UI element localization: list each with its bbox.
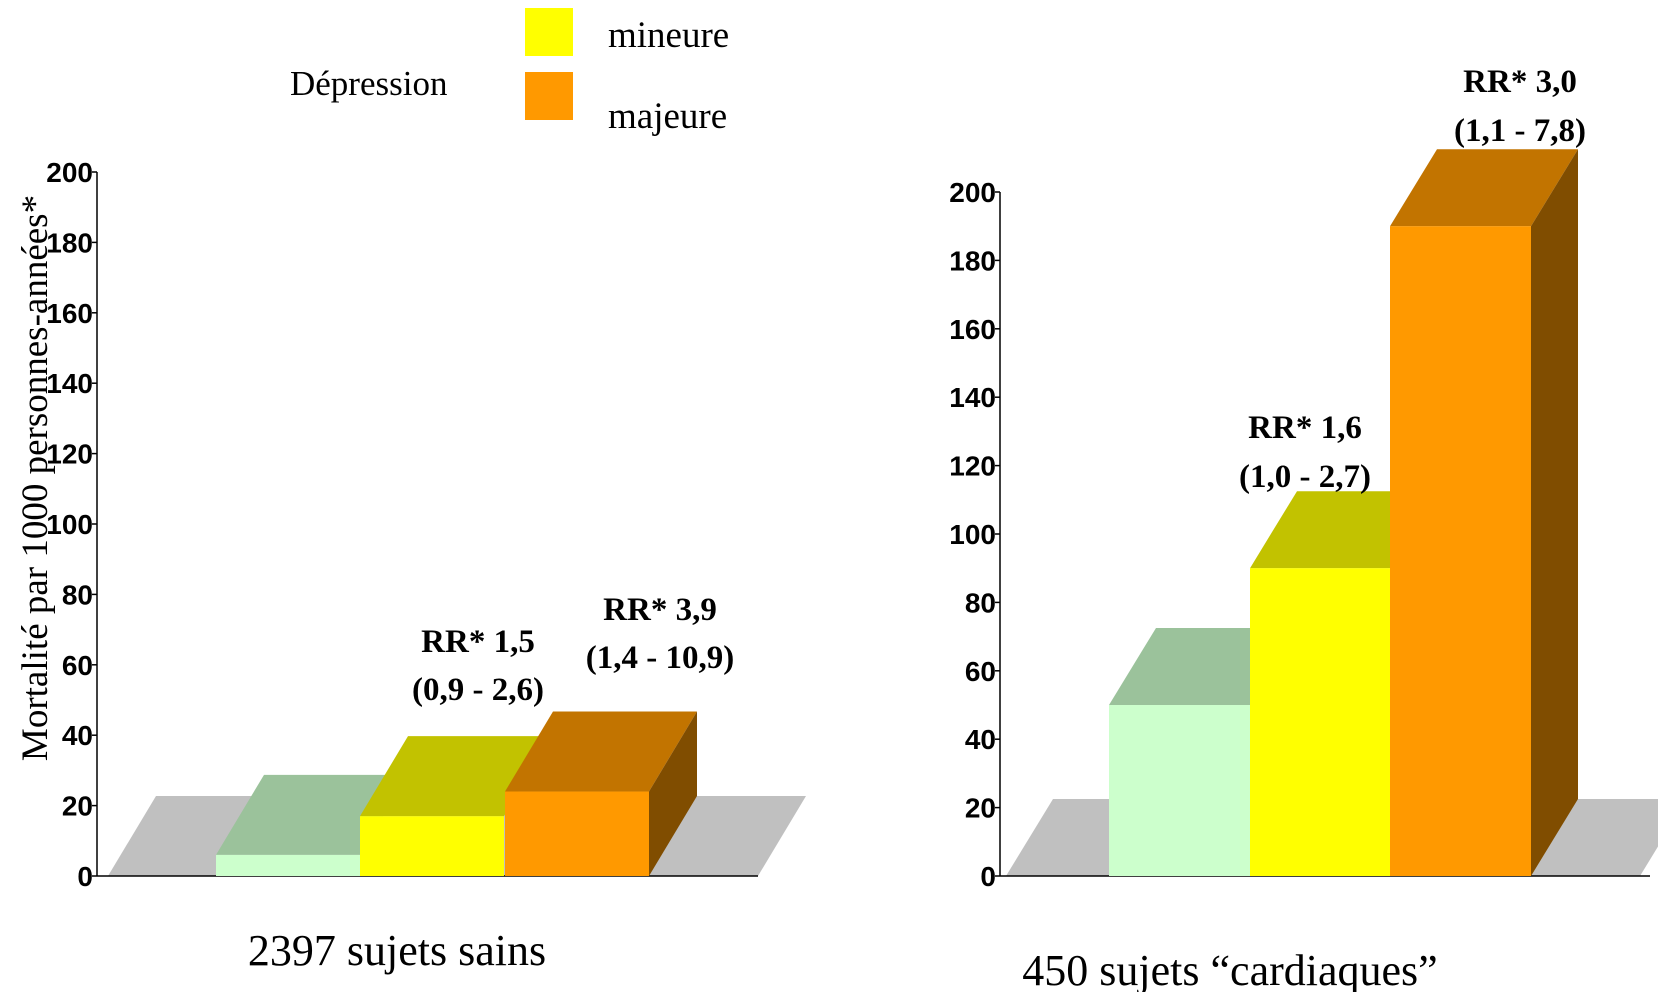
y-tick-label: 180	[46, 227, 93, 258]
y-tick-label: 80	[62, 579, 93, 610]
bar-front	[1250, 568, 1391, 876]
y-tick-label: 120	[46, 439, 93, 470]
y-tick-label: 200	[46, 157, 93, 188]
bar-top	[360, 736, 552, 817]
y-tick-label: 200	[949, 177, 996, 208]
bar-side	[1531, 149, 1578, 876]
bar-side	[649, 711, 697, 876]
y-tick-label: 160	[46, 298, 93, 329]
y-axis-label: Mortalité par 1000 personnes-années*	[15, 195, 56, 761]
bar-front	[1390, 226, 1531, 876]
legend-label-majeure: majeure	[608, 96, 727, 137]
rr-ci-mineure: (1,0 - 2,7)	[1239, 459, 1371, 495]
rr-ci-mineure: (0,9 - 2,6)	[412, 672, 544, 708]
bar-majeure	[505, 711, 697, 876]
bar-front	[360, 816, 504, 876]
y-tick-label: 60	[62, 650, 93, 681]
bar-mineure	[360, 736, 552, 876]
bar-front	[1109, 705, 1250, 876]
bar-top	[1390, 149, 1578, 227]
rr-label-majeure: RR* 3,9	[603, 592, 717, 628]
y-tick-label: 160	[949, 314, 996, 345]
y-tick-label: 140	[46, 368, 93, 399]
legend-swatch-majeure	[525, 72, 573, 120]
y-tick-label: 40	[62, 720, 93, 751]
caption-cardiac: 450 sujets “cardiaques”	[1022, 946, 1437, 992]
y-tick-label: 120	[949, 451, 996, 482]
rr-label-majeure: RR* 3,0	[1463, 64, 1577, 100]
y-tick-label: 40	[965, 724, 996, 755]
rr-ci-majeure: (1,4 - 10,9)	[586, 640, 734, 676]
caption-healthy: 2397 sujets sains	[248, 926, 546, 975]
chart-cardiac: 0 20 40 60 80 100 120 140 160 180 200 RR* 1,6 (1,0 -…	[949, 64, 1658, 892]
bar-top	[505, 711, 697, 792]
y-tick-label: 80	[965, 587, 996, 618]
y-tick-label: 60	[965, 656, 996, 687]
bar-front	[216, 854, 360, 876]
y-tick-label: 20	[62, 791, 93, 822]
y-tick-label: 100	[46, 509, 93, 540]
y-tick-label: 140	[949, 382, 996, 413]
legend: Dépression mineure majeure	[290, 8, 729, 137]
chart-healthy: 0 20 40 60 80 100 120 140 160 180 200 RR* 1,5 (0,9 -…	[46, 157, 806, 892]
rr-label-mineure: RR* 1,6	[1248, 410, 1362, 446]
rr-ci-majeure: (1,1 - 7,8)	[1454, 113, 1586, 149]
y-tick-label: 20	[965, 793, 996, 824]
bar-front	[505, 791, 649, 876]
legend-swatch-mineure	[525, 8, 573, 56]
rr-label-mineure: RR* 1,5	[421, 624, 535, 660]
legend-label-mineure: mineure	[608, 15, 729, 56]
y-tick-label: 0	[980, 861, 996, 892]
y-tick-label: 180	[949, 245, 996, 276]
bar-majeure	[1390, 149, 1578, 876]
legend-title: Dépression	[290, 64, 447, 103]
y-tick-label: 100	[949, 519, 996, 550]
y-tick-label: 0	[77, 861, 93, 892]
